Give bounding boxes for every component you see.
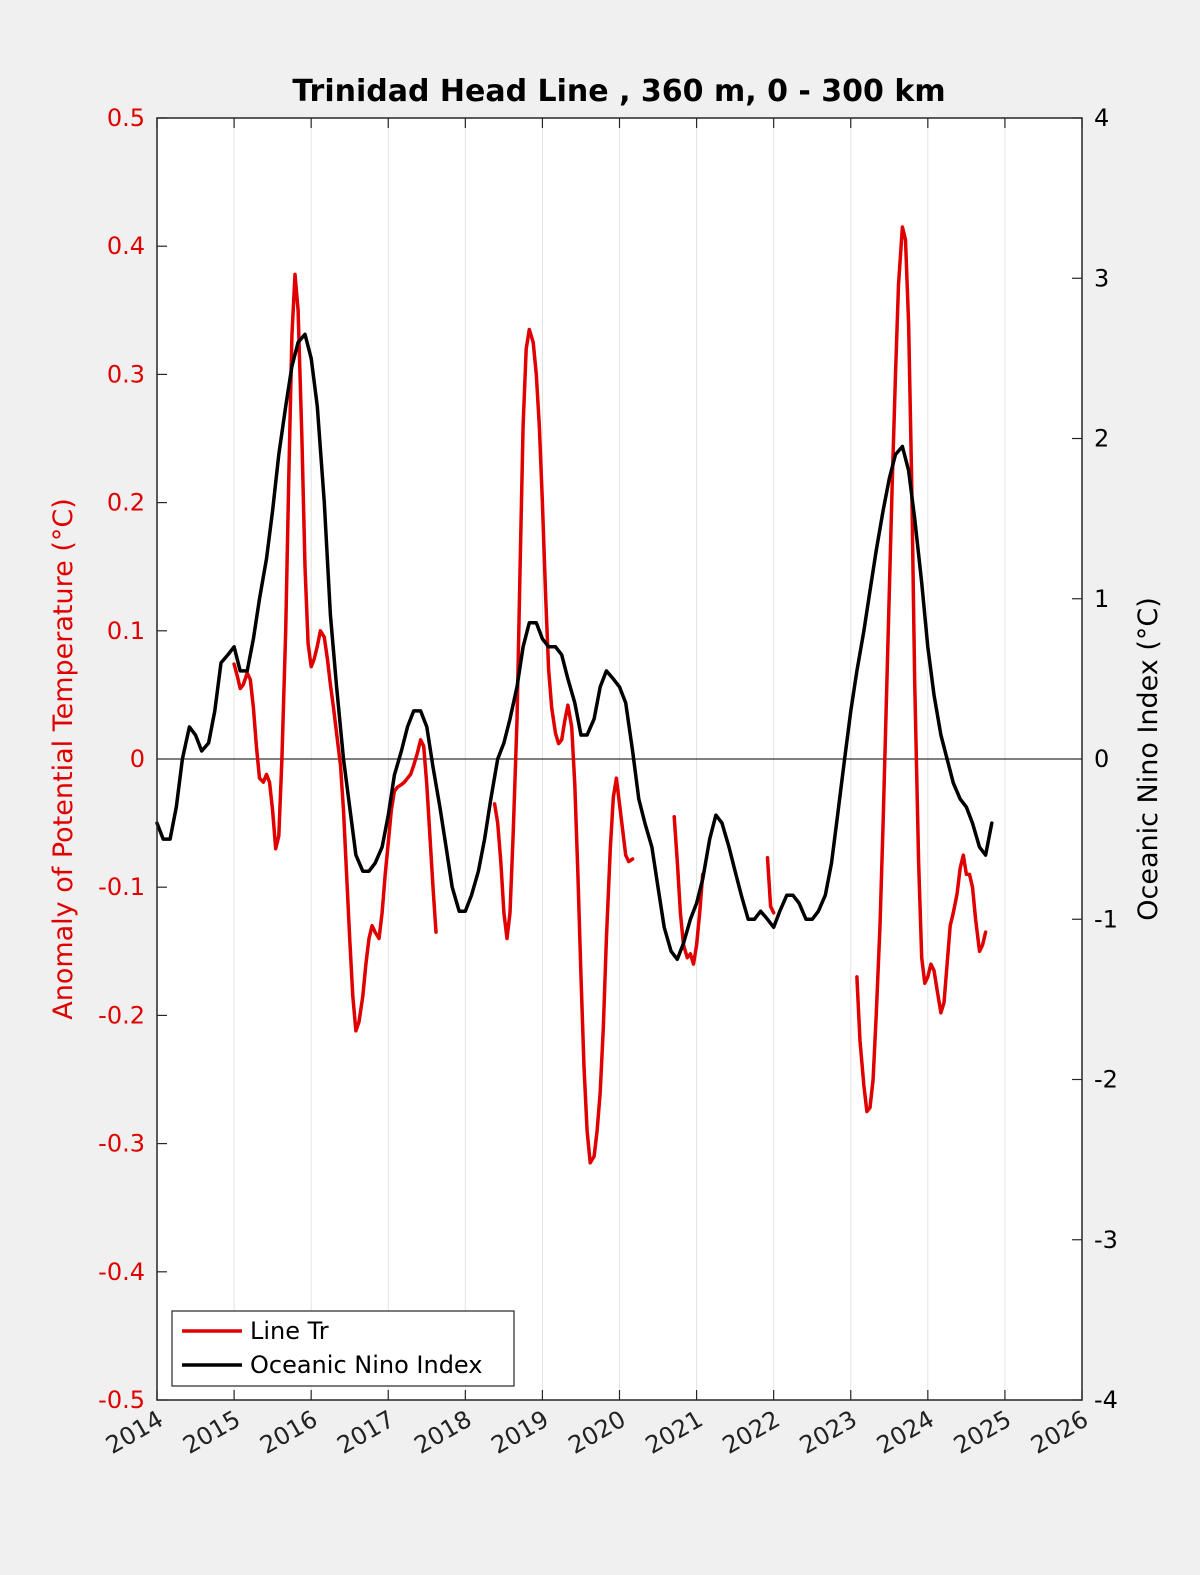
y-right-tick-label: 4 <box>1094 104 1109 132</box>
x-tick-label: 2018 <box>409 1405 476 1460</box>
series-line-line-tr <box>855 225 988 1114</box>
x-tick-label: 2020 <box>564 1405 631 1460</box>
legend-label-line-tr: Line Tr <box>250 1317 329 1345</box>
y-left-tick-label: -0.2 <box>98 1001 145 1029</box>
series-line-line-tr <box>765 855 776 915</box>
x-tick-label: 2019 <box>487 1405 554 1460</box>
x-tick-label: 2024 <box>872 1405 939 1460</box>
x-tick-label: 2023 <box>795 1405 862 1460</box>
x-tick-label: 2017 <box>332 1405 399 1460</box>
series-layer <box>155 225 994 1165</box>
y-left-tick-label: 0.1 <box>107 617 145 645</box>
y-left-tick-label: -0.3 <box>98 1130 145 1158</box>
y-right-tick-label: 2 <box>1094 425 1109 453</box>
x-tick-label: 2026 <box>1026 1405 1093 1460</box>
y-left-tick-label: -0.5 <box>98 1386 145 1414</box>
x-tick-label: 2015 <box>178 1405 245 1460</box>
legend: Line Tr Oceanic Nino Index <box>171 1310 515 1387</box>
chart-title: Trinidad Head Line , 360 m, 0 - 300 km <box>292 74 945 109</box>
y-right-tick-label: 3 <box>1094 264 1109 292</box>
y-right-tick-label: 0 <box>1094 745 1109 773</box>
y-left-tick-label: 0.2 <box>107 489 145 517</box>
legend-box <box>171 1310 515 1387</box>
series-line-line-tr <box>232 272 438 1033</box>
y-left-tick-label: 0 <box>130 745 145 773</box>
legend-label-oni: Oceanic Nino Index <box>250 1351 482 1379</box>
y-left-tick-label: 0.4 <box>107 232 145 260</box>
x-tick-label: 2025 <box>949 1405 1016 1460</box>
tick-layer: 2 0 1 4 2015 2016 2017 2018 2019 2020 2021 2022 2023… <box>98 104 1118 1460</box>
x-tick-label: 2016 <box>255 1405 322 1460</box>
y-axis-right-label: Oceanic Nino Index (°C) <box>1133 597 1164 921</box>
x-tick-label: 2022 <box>718 1405 785 1460</box>
y-left-tick-label: 0.3 <box>107 360 145 388</box>
y-right-tick-label: -3 <box>1094 1226 1118 1254</box>
y-axis-left-label: Anomaly of Potential Temperature (°C) <box>48 498 79 1020</box>
y-left-tick-label: -0.1 <box>98 873 145 901</box>
series-line-line-tr <box>492 327 635 1165</box>
series-line-line-tr <box>672 814 705 966</box>
y-left-tick-label: 0.5 <box>107 104 145 132</box>
y-right-tick-label: -2 <box>1094 1066 1118 1094</box>
x-tick-label: 2021 <box>641 1405 708 1460</box>
y-right-tick-label: 1 <box>1094 585 1109 613</box>
y-right-tick-label: -4 <box>1094 1386 1118 1414</box>
series-line-oceanic-nino-index <box>155 332 994 962</box>
y-left-tick-label: -0.4 <box>98 1258 145 1286</box>
y-right-tick-label: -1 <box>1094 905 1118 933</box>
